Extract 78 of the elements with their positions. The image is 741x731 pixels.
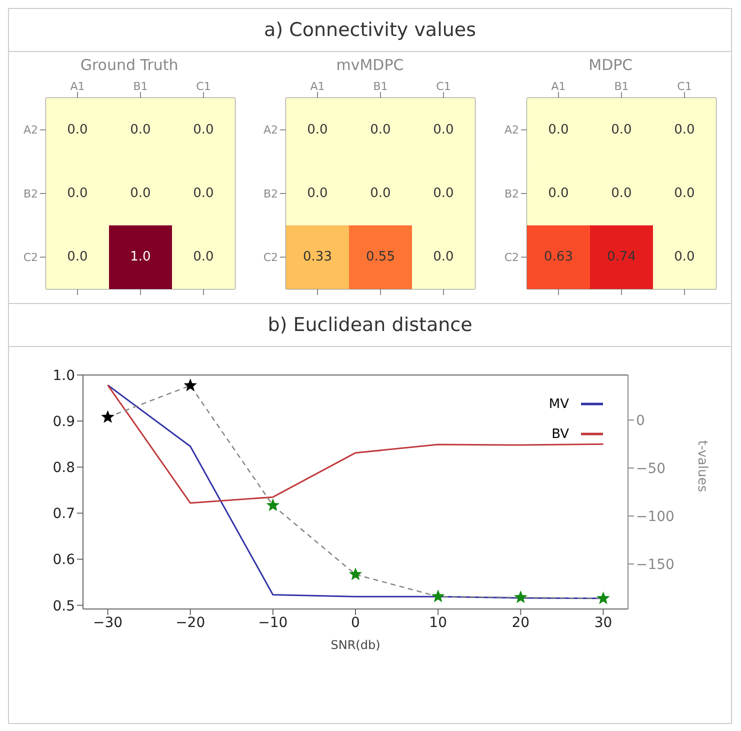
data-label: 0.0	[192, 122, 214, 138]
data-label: 0.0	[674, 186, 695, 201]
point	[431, 590, 445, 602]
data-label: 0.0	[130, 122, 151, 138]
data-label: 0.0	[434, 122, 454, 138]
y-tick-label: 0.9	[52, 414, 75, 430]
y2-tick-label: −100	[636, 508, 674, 525]
chart-title: mvMDPC	[335, 56, 405, 74]
x-tick-label: 10	[429, 614, 447, 631]
data-label: 0.0	[192, 186, 214, 201]
x-tick-label: B1	[614, 80, 629, 93]
y-tick-label: 0.7	[52, 506, 75, 522]
x-tick-label: B1	[374, 80, 388, 93]
data-label: 0.0	[66, 122, 88, 138]
data-label: 0.0	[192, 250, 214, 265]
x-tick-label: A1	[310, 80, 326, 93]
y-tick-label: B2	[23, 187, 38, 200]
data-label: 0.74	[607, 250, 636, 265]
y-tick-label: A2	[264, 124, 278, 137]
y-tick-label: C2	[264, 251, 278, 264]
chart-title: MDPC	[588, 56, 634, 74]
data-label: 0.0	[66, 250, 88, 265]
chart-title: Ground Truth	[79, 56, 180, 74]
x-tick-label: −20	[176, 614, 206, 631]
point	[514, 590, 528, 604]
point	[348, 567, 362, 580]
data-label: 0.33	[304, 250, 332, 265]
data-label: 0.0	[434, 250, 454, 265]
point	[184, 378, 198, 392]
y2-tick-label: −150	[636, 556, 674, 573]
x-tick-label: 30	[594, 614, 612, 631]
data-label: 0.0	[611, 186, 632, 201]
y2-tick-label: −50	[636, 460, 666, 477]
chart-title: b) Euclidean distance	[9, 304, 731, 347]
x-tick-label: −10	[258, 614, 288, 631]
y-tick-label: 1.0	[52, 368, 75, 384]
y-tick-label: 0.8	[52, 460, 75, 476]
legend-label: MV	[548, 396, 569, 412]
x-tick-label: 0	[351, 614, 360, 631]
data-label: 0.0	[308, 122, 328, 138]
data-label: 0.0	[370, 186, 392, 201]
data-label: 0.63	[544, 250, 574, 265]
data-label: 1.0	[130, 250, 151, 265]
y-tick-label: 0.5	[52, 598, 75, 614]
y2-axis-title: t-values	[694, 440, 710, 492]
data-label: 0.0	[130, 186, 151, 201]
data-label: 0.55	[366, 250, 396, 265]
data-label: 0.0	[548, 122, 569, 138]
y-tick-label: 0.6	[52, 552, 76, 568]
text: a) Connectivity values	[264, 19, 476, 41]
y-tick-label: B2	[264, 187, 278, 200]
y-tick-label: C2	[23, 251, 38, 264]
x-tick-label: C1	[677, 80, 692, 93]
x-tick-label: A1	[551, 80, 566, 93]
data-label: 0.0	[611, 122, 632, 138]
data-label: 0.0	[674, 122, 695, 138]
x-tick-label: −30	[93, 614, 123, 631]
x-tick-label: 20	[512, 614, 530, 631]
point	[101, 410, 114, 423]
y2-tick-label: 0	[636, 413, 645, 430]
data-label: 0.0	[308, 186, 328, 201]
y-tick-label: C2	[504, 251, 520, 264]
point	[596, 591, 610, 604]
x-tick-label: A1	[70, 80, 85, 93]
data-label: 0.0	[370, 122, 392, 138]
y-tick-label: A2	[504, 124, 520, 137]
data-label: 0.0	[674, 250, 695, 265]
y-tick-label: B2	[504, 187, 520, 200]
x-tick-label: C1	[196, 80, 211, 93]
x-axis-title: SNR(db)	[330, 638, 380, 652]
point	[266, 498, 280, 512]
legend-label: BV	[552, 426, 569, 442]
data-label: 0.0	[434, 186, 454, 201]
x-tick-label: B1	[133, 80, 148, 93]
data-label: 0.0	[548, 186, 569, 201]
x-tick-label: C1	[436, 80, 452, 93]
y-tick-label: A2	[23, 124, 38, 137]
data-label: 0.0	[66, 186, 88, 201]
